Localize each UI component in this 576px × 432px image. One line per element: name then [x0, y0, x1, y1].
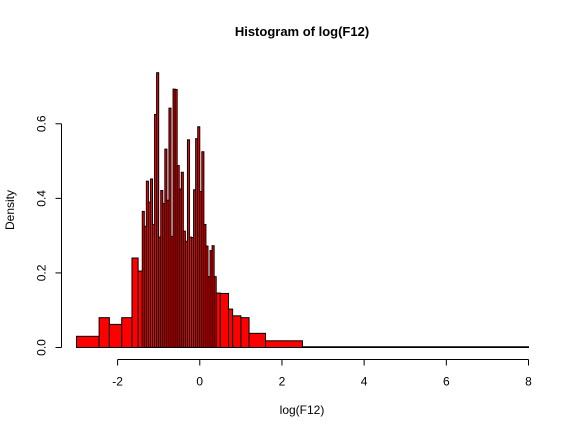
- x-tick-label: 6: [443, 375, 450, 389]
- x-axis: -2 0 2 4 6 8: [112, 359, 532, 389]
- histogram-bar: [228, 308, 234, 349]
- x-tick-label: 4: [361, 375, 368, 389]
- histogram-bar: [215, 292, 221, 348]
- histogram-bar: [76, 335, 100, 348]
- histogram-bar: [240, 317, 250, 349]
- histogram-bar: [108, 323, 123, 349]
- x-tick-label: -2: [112, 375, 123, 389]
- histogram-bar: [232, 315, 242, 348]
- histogram-bar: [302, 346, 529, 348]
- y-axis: 0.0 0.2 0.4 0.6: [35, 115, 62, 356]
- y-tick-label: 0.6: [35, 115, 49, 132]
- x-tick-label: 0: [196, 375, 203, 389]
- histogram-bar: [219, 292, 230, 349]
- histogram-bar: [156, 72, 160, 348]
- y-axis-label: Density: [3, 190, 17, 230]
- chart-title: Histogram of log(F12): [235, 24, 369, 39]
- histogram-bar: [131, 257, 139, 349]
- histogram-bar: [265, 340, 303, 349]
- histogram-bar: [248, 332, 267, 348]
- x-tick-label: 2: [279, 375, 286, 389]
- histogram-bar: [98, 317, 110, 349]
- y-tick-label: 0.4: [35, 190, 49, 207]
- y-tick-label: 0.0: [35, 339, 49, 356]
- histogram-bar: [168, 107, 172, 348]
- histogram-bar: [137, 270, 143, 348]
- histogram-bar: [121, 317, 133, 349]
- bars-group: [76, 72, 529, 349]
- y-tick-label: 0.2: [35, 264, 49, 281]
- x-tick-label: 8: [525, 375, 532, 389]
- x-axis-label: log(F12): [280, 403, 325, 417]
